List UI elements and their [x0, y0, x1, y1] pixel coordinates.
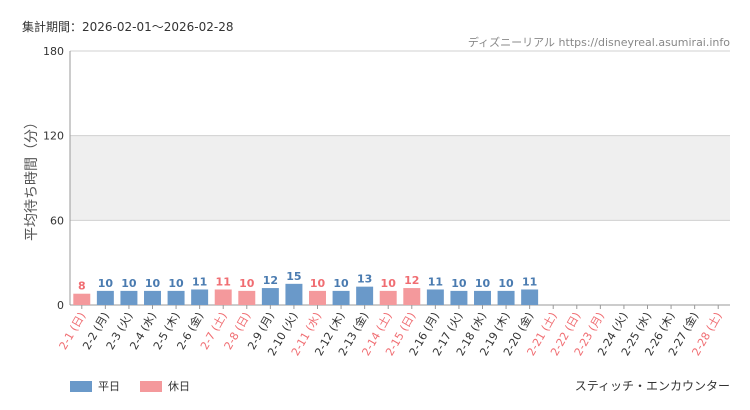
bar	[285, 283, 303, 305]
legend-holiday: 休日	[140, 378, 190, 394]
legend-weekday-label: 平日	[98, 380, 120, 393]
legend-holiday-swatch	[140, 380, 162, 392]
y-axis-label: 平均待ち時間（分）	[24, 115, 40, 241]
shaded-band	[70, 135, 730, 221]
legend-weekday: 平日	[70, 378, 120, 394]
bar	[450, 290, 468, 305]
bar	[497, 290, 515, 305]
y-tick-label: 120	[43, 130, 64, 143]
bar	[191, 289, 209, 305]
data-label: 10	[475, 277, 491, 290]
data-label: 11	[216, 275, 231, 288]
data-label: 13	[357, 273, 372, 286]
bar	[261, 288, 279, 305]
data-label: 10	[381, 277, 397, 290]
data-label: 10	[145, 277, 161, 290]
data-label: 10	[451, 277, 467, 290]
bar	[332, 290, 350, 305]
bar	[309, 290, 326, 305]
data-label: 10	[98, 277, 114, 290]
data-label: 10	[121, 277, 137, 290]
data-label: 11	[522, 275, 537, 288]
y-tick-label: 180	[43, 45, 64, 58]
bar	[167, 290, 185, 305]
bar	[356, 286, 374, 305]
y-tick-label: 0	[57, 299, 64, 312]
source-label: ディズニーリアル https://disneyreal.asumirai.inf…	[467, 36, 730, 49]
bar	[403, 288, 421, 305]
period-label: 集計期間：2026-02-01～2026-02-28	[22, 20, 234, 34]
bar	[73, 293, 91, 305]
bar	[521, 289, 539, 305]
bar	[426, 289, 444, 305]
data-label: 8	[78, 280, 86, 293]
bar	[474, 290, 491, 305]
data-label: 10	[310, 277, 326, 290]
y-tick-label: 60	[50, 214, 64, 227]
data-label: 11	[192, 275, 207, 288]
bar	[379, 290, 397, 305]
data-label: 10	[498, 277, 514, 290]
data-label: 10	[333, 277, 349, 290]
legend-weekday-swatch	[70, 380, 92, 392]
legend-holiday-label: 休日	[168, 380, 190, 393]
data-label: 12	[404, 274, 419, 287]
data-label: 10	[168, 277, 184, 290]
data-label: 12	[263, 274, 278, 287]
data-label: 10	[239, 277, 255, 290]
data-label: 15	[286, 270, 301, 283]
bar	[238, 290, 256, 305]
bar	[120, 290, 138, 305]
data-label: 11	[428, 275, 443, 288]
attraction-name: スティッチ・エンカウンター	[574, 379, 730, 393]
bar	[144, 290, 161, 305]
bar	[96, 290, 114, 305]
bar	[214, 289, 232, 305]
